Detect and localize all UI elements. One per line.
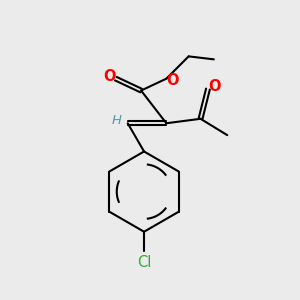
Text: O: O [167,73,179,88]
Text: Cl: Cl [137,255,151,270]
Text: O: O [103,69,116,84]
Text: O: O [208,79,221,94]
Text: H: H [111,114,122,128]
